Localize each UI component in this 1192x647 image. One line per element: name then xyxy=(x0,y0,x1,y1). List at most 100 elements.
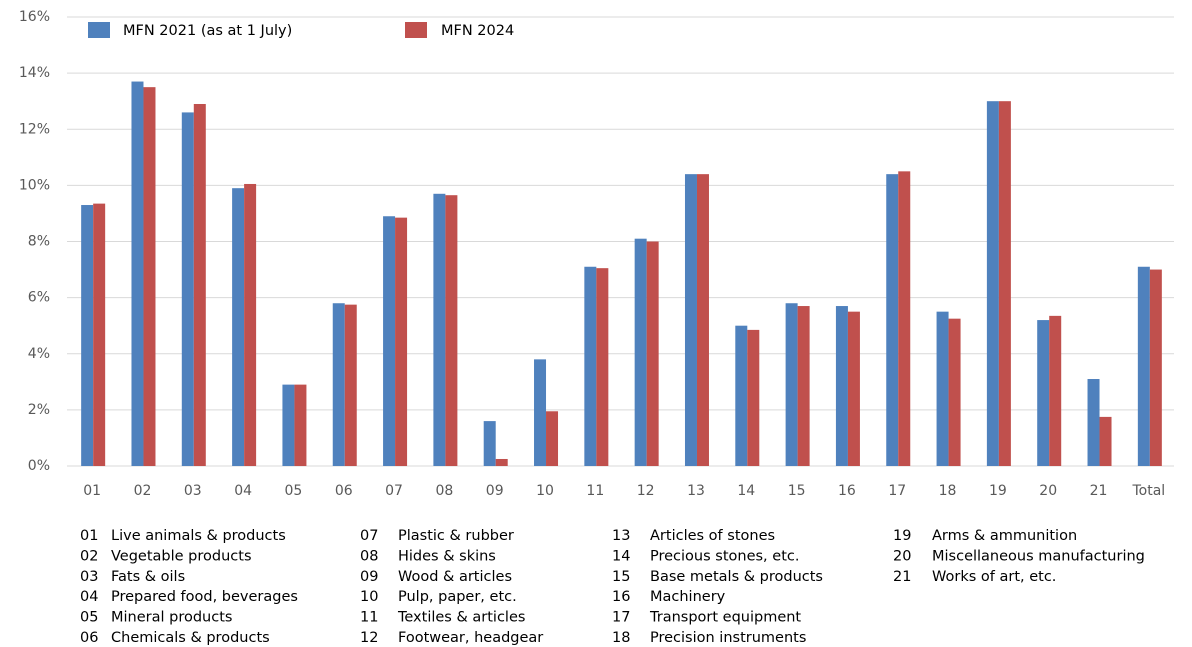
bar xyxy=(383,216,396,466)
key-code: 17 xyxy=(612,610,630,626)
bar xyxy=(986,101,999,466)
y-tick-label: 4% xyxy=(28,346,50,362)
key-label: Prepared food, beverages xyxy=(111,589,298,605)
key-code: 04 xyxy=(80,589,98,605)
bar xyxy=(948,318,961,466)
key-code: 20 xyxy=(893,548,911,564)
x-tick-label: 18 xyxy=(939,483,957,499)
key-code: 05 xyxy=(80,610,98,626)
bar xyxy=(936,311,949,466)
x-tick-label: 01 xyxy=(83,483,101,499)
bar xyxy=(1137,266,1150,466)
bar xyxy=(747,329,760,466)
x-tick-label: 17 xyxy=(888,483,906,499)
bar xyxy=(634,238,647,466)
key-label: Live animals & products xyxy=(111,528,286,544)
bar xyxy=(696,174,709,466)
key-code: 13 xyxy=(612,528,630,544)
key-label: Mineral products xyxy=(111,610,232,626)
y-tick-label: 2% xyxy=(28,402,50,418)
bar xyxy=(735,325,748,466)
key-label: Fats & oils xyxy=(111,569,185,585)
key-code: 11 xyxy=(360,610,378,626)
y-tick-label: 0% xyxy=(28,458,50,474)
x-tick-label: 06 xyxy=(335,483,353,499)
key-code: 21 xyxy=(893,569,911,585)
y-tick-label: 16% xyxy=(19,9,50,25)
key-label: Miscellaneous manufacturing xyxy=(932,548,1145,564)
bar xyxy=(244,183,257,467)
x-tick-label: 04 xyxy=(234,483,252,499)
bar xyxy=(232,188,245,466)
key-code: 10 xyxy=(360,589,378,605)
legend-swatch xyxy=(405,22,427,38)
bar xyxy=(332,303,345,466)
bar xyxy=(81,205,94,467)
key-label: Plastic & rubber xyxy=(398,528,514,544)
key-code: 02 xyxy=(80,548,98,564)
key-code: 18 xyxy=(612,630,630,646)
x-tick-label: 09 xyxy=(486,483,504,499)
bar xyxy=(886,174,899,466)
key-label: Works of art, etc. xyxy=(932,569,1056,585)
bar xyxy=(1099,416,1112,466)
key-label: Vegetable products xyxy=(111,548,252,564)
bar xyxy=(998,101,1011,466)
x-tick-label: Total xyxy=(1131,483,1165,499)
x-tick-label: 07 xyxy=(385,483,403,499)
key-label: Base metals & products xyxy=(650,569,823,585)
key-code: 19 xyxy=(893,528,911,544)
bar xyxy=(344,304,357,466)
x-tick-label: 19 xyxy=(989,483,1007,499)
bar xyxy=(1049,315,1062,466)
bar xyxy=(898,171,911,466)
key-code: 16 xyxy=(612,589,630,605)
bar xyxy=(445,195,458,466)
bar xyxy=(433,193,446,466)
bar xyxy=(797,306,810,466)
bar xyxy=(684,174,697,466)
x-tick-label: 16 xyxy=(838,483,856,499)
x-tick-label: 08 xyxy=(435,483,453,499)
bar xyxy=(646,241,659,466)
bar xyxy=(193,103,206,467)
x-tick-label: 14 xyxy=(737,483,755,499)
bar xyxy=(131,81,144,466)
key-label: Chemicals & products xyxy=(111,630,270,646)
key-label: Machinery xyxy=(650,589,726,605)
legend: MFN 2021 (as at 1 July) MFN 2024 xyxy=(88,22,514,39)
key-code: 07 xyxy=(360,528,378,544)
legend-label: MFN 2024 xyxy=(441,23,514,39)
x-tick-label: 13 xyxy=(687,483,705,499)
bar xyxy=(483,421,496,466)
bar xyxy=(93,203,106,466)
bar xyxy=(395,217,408,466)
y-tick-label: 12% xyxy=(19,121,50,137)
x-tick-label: 15 xyxy=(788,483,806,499)
bar xyxy=(584,266,597,466)
key-label: Pulp, paper, etc. xyxy=(398,589,517,605)
bar xyxy=(282,384,295,466)
bar xyxy=(847,311,860,466)
key-label: Precious stones, etc. xyxy=(650,548,799,564)
bar xyxy=(143,87,156,466)
key-label: Transport equipment xyxy=(649,610,801,626)
key-code: 08 xyxy=(360,548,378,564)
x-tick-label: 10 xyxy=(536,483,554,499)
bar xyxy=(495,458,508,466)
key-label: Arms & ammunition xyxy=(932,528,1077,544)
key-label: Wood & articles xyxy=(398,569,512,585)
x-tick-label: 05 xyxy=(285,483,303,499)
bar xyxy=(1037,320,1050,466)
x-tick-label: 03 xyxy=(184,483,202,499)
y-tick-label: 14% xyxy=(19,65,50,81)
key-code: 03 xyxy=(80,569,98,585)
key-label: Textiles & articles xyxy=(397,610,525,626)
bar xyxy=(294,384,307,466)
x-tick-label: 21 xyxy=(1090,483,1108,499)
x-tick-label: 02 xyxy=(134,483,152,499)
bar xyxy=(534,359,547,466)
key-code: 15 xyxy=(612,569,630,585)
bar xyxy=(546,411,559,466)
